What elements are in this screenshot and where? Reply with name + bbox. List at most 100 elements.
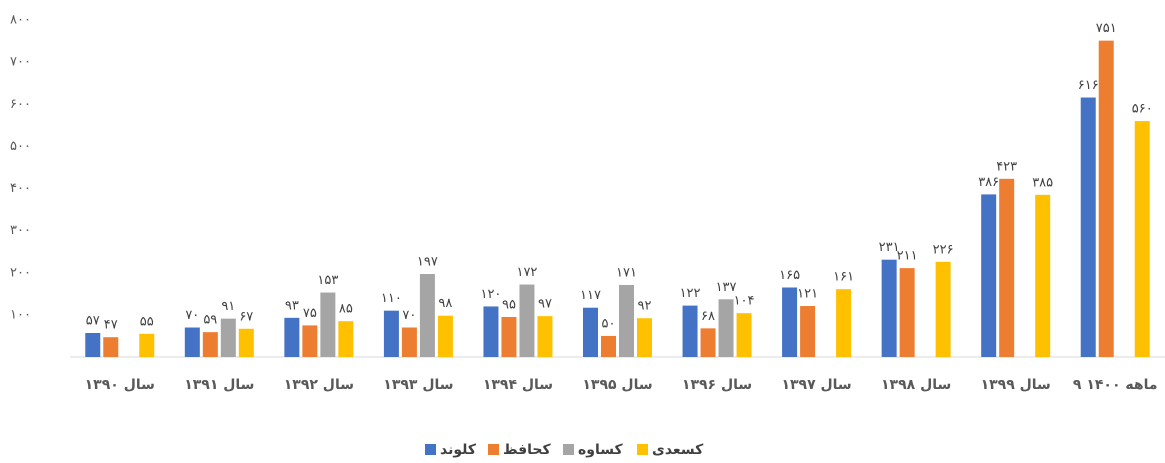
bar [736, 313, 752, 357]
value-label: ۱۲۱ [797, 287, 818, 302]
x-tick-label: سال ۱۳۹۸ [881, 377, 951, 393]
bar [682, 305, 698, 357]
value-label: ۲۳۱ [879, 240, 900, 255]
value-label: ۸۵ [339, 302, 353, 317]
bar [220, 318, 236, 357]
bar [85, 332, 101, 357]
y-tick-label: ۷۰۰ [10, 55, 31, 70]
value-label: ۷۵۱ [1096, 21, 1117, 36]
value-label: ۷۵ [303, 306, 317, 321]
bar [1134, 121, 1150, 357]
y-tick-label: ۵۰۰ [10, 139, 31, 154]
y-tick-label: ۴۰۰ [10, 181, 31, 196]
value-label: ۳۸۵ [1032, 175, 1053, 190]
x-tick-label: سال ۱۳۹۱ [184, 377, 254, 393]
value-label: ۹۸ [438, 296, 452, 311]
x-tick-label: ۹ ماهه ۱۴۰۰ [1073, 377, 1158, 393]
y-tick-label: ۸۰۰ [10, 13, 31, 28]
bar [619, 284, 634, 357]
bar [935, 261, 951, 357]
value-label: ۱۷۲ [516, 265, 537, 280]
value-label: ۹۷ [538, 297, 552, 312]
value-label: ۷۰ [402, 308, 416, 323]
x-tick-label: سال ۱۳۹۶ [682, 377, 752, 393]
legend-swatch [637, 444, 648, 455]
value-label: ۱۹۷ [417, 255, 438, 270]
x-tick-label: سال ۱۳۹۲ [284, 377, 354, 393]
bar [202, 332, 218, 357]
legend-label: کسعدی [652, 442, 704, 458]
bar [437, 315, 453, 357]
bar [519, 284, 535, 357]
value-label: ۴۷ [104, 318, 118, 333]
value-label: ۹۵ [502, 297, 516, 312]
bar [483, 306, 499, 357]
x-tick-label: سال ۱۳۹۵ [582, 377, 652, 393]
legend-label: کلوند [440, 442, 477, 458]
y-tick-label: ۱۰۰ [10, 307, 31, 322]
bar [302, 325, 318, 357]
bar [103, 337, 119, 357]
bar [899, 268, 915, 357]
bar [999, 178, 1015, 357]
bar [800, 306, 816, 357]
bar [836, 289, 852, 357]
bar [537, 316, 553, 357]
value-label: ۱۶۵ [779, 268, 800, 283]
bar [184, 327, 200, 357]
bar [700, 328, 716, 357]
bar [284, 317, 300, 357]
value-label: ۵۹ [203, 313, 217, 328]
x-tick-label: سال ۱۳۹۰ [85, 377, 155, 393]
value-label: ۹۱ [221, 299, 235, 314]
bar [601, 335, 616, 357]
x-tick-label: سال ۱۳۹۳ [383, 377, 453, 393]
y-tick-label: ۳۰۰ [10, 223, 31, 238]
bar [419, 274, 435, 357]
value-label: ۱۶۱ [833, 270, 854, 285]
legend-label: کحافظ [503, 442, 552, 458]
value-label: ۹۲ [638, 299, 652, 314]
bar [238, 328, 254, 357]
value-label: ۱۱۷ [580, 288, 601, 303]
legend-swatch [563, 444, 574, 455]
value-label: ۱۰۴ [734, 294, 755, 309]
bar [383, 310, 399, 357]
value-label: ۷۰ [185, 308, 199, 323]
value-label: ۵۶۰ [1132, 102, 1153, 117]
value-label: ۹۳ [285, 298, 299, 313]
x-tick-label: سال ۱۳۹۴ [483, 377, 553, 393]
value-label: ۱۵۳ [317, 273, 338, 288]
bar [583, 307, 598, 357]
bar [637, 318, 652, 357]
value-label: ۳۸۶ [978, 175, 999, 190]
value-label: ۲۲۶ [933, 242, 954, 257]
value-label: ۶۷ [239, 309, 253, 324]
bar [401, 327, 417, 357]
bar [782, 287, 798, 357]
bar [718, 299, 734, 357]
bar [981, 194, 997, 357]
value-label: ۶۸ [701, 309, 715, 324]
value-label: ۵۵ [140, 314, 154, 329]
bar [139, 333, 155, 357]
y-tick-label: ۲۰۰ [10, 265, 31, 280]
value-label: ۵۰ [602, 316, 616, 331]
bar [320, 292, 336, 357]
value-label: ۴۲۳ [996, 159, 1017, 174]
bar [881, 259, 897, 357]
value-label: ۱۷۱ [616, 265, 637, 280]
value-label: ۱۱۰ [381, 291, 402, 306]
value-label: ۵۷ [86, 313, 100, 328]
legend-label: کساوه [578, 442, 623, 458]
bar [1080, 97, 1096, 357]
value-label: ۱۲۲ [680, 286, 701, 301]
value-label: ۶۱۶ [1078, 78, 1099, 93]
x-tick-label: سال ۱۳۹۷ [781, 377, 851, 393]
value-label: ۱۲۰ [480, 287, 501, 302]
bar [1098, 40, 1114, 358]
bar [1035, 194, 1051, 357]
legend-swatch [488, 444, 499, 455]
bar [501, 316, 517, 357]
